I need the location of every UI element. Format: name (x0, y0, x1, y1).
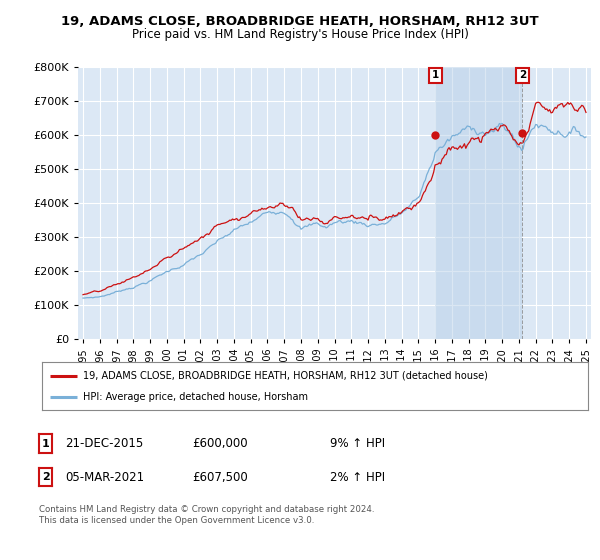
Text: 9% ↑ HPI: 9% ↑ HPI (330, 437, 385, 450)
Text: 2% ↑ HPI: 2% ↑ HPI (330, 470, 385, 484)
Text: HPI: Average price, detached house, Horsham: HPI: Average price, detached house, Hors… (83, 391, 308, 402)
Text: 2: 2 (42, 472, 49, 482)
Text: 19, ADAMS CLOSE, BROADBRIDGE HEATH, HORSHAM, RH12 3UT: 19, ADAMS CLOSE, BROADBRIDGE HEATH, HORS… (61, 15, 539, 28)
Text: Contains HM Land Registry data © Crown copyright and database right 2024.
This d: Contains HM Land Registry data © Crown c… (39, 505, 374, 525)
Text: 2: 2 (519, 71, 526, 80)
Text: 19, ADAMS CLOSE, BROADBRIDGE HEATH, HORSHAM, RH12 3UT (detached house): 19, ADAMS CLOSE, BROADBRIDGE HEATH, HORS… (83, 371, 488, 381)
Text: 05-MAR-2021: 05-MAR-2021 (65, 470, 144, 484)
Text: 1: 1 (432, 71, 439, 80)
Bar (434, 67, 522, 339)
Text: 1: 1 (42, 438, 49, 449)
Text: Price paid vs. HM Land Registry's House Price Index (HPI): Price paid vs. HM Land Registry's House … (131, 28, 469, 41)
Text: £607,500: £607,500 (192, 470, 248, 484)
Text: 21-DEC-2015: 21-DEC-2015 (65, 437, 143, 450)
Text: £600,000: £600,000 (192, 437, 248, 450)
